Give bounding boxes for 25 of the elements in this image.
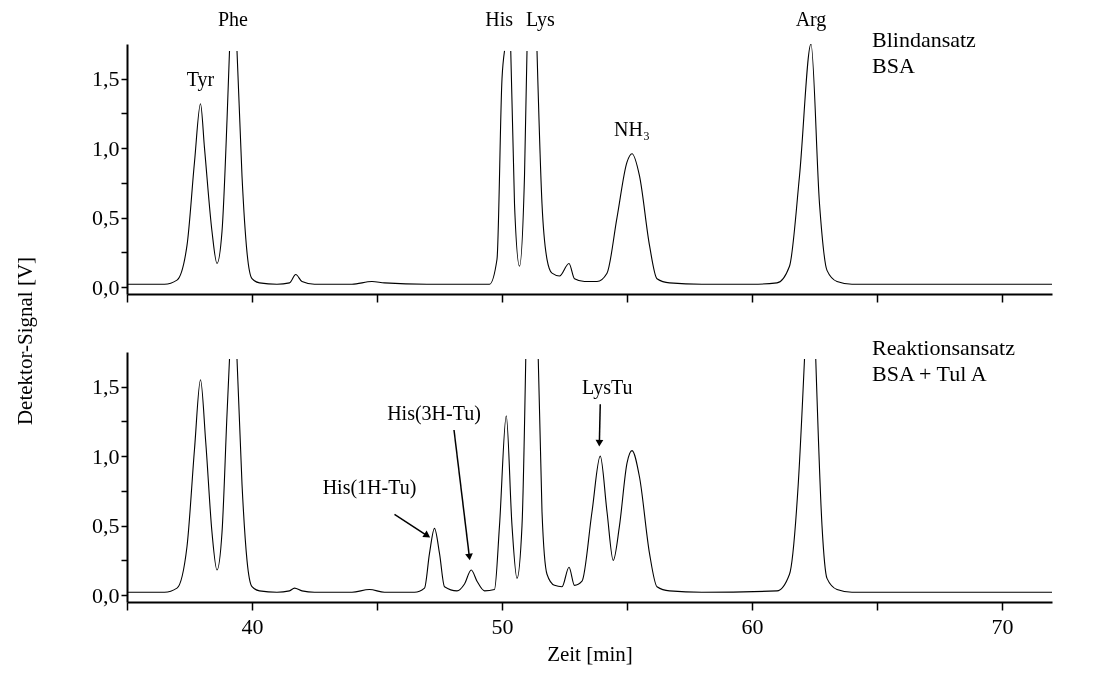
x-tick-label: 60 <box>741 613 764 639</box>
annotation: NH₃ <box>614 117 650 140</box>
annotation: Blindansatz BSA <box>872 27 977 78</box>
y-tick-label: 1,0 <box>92 443 120 469</box>
x-tick-label: 50 <box>491 613 514 639</box>
y-tick-label: 1,5 <box>92 374 120 400</box>
y-tick-label: 1,0 <box>92 135 120 161</box>
y-tick-label: 0,5 <box>92 513 120 539</box>
text: Lys <box>526 8 556 31</box>
annotation: LysTu <box>582 376 633 400</box>
y-tick-label: 0,5 <box>92 205 120 231</box>
y-tick-label: 0,0 <box>92 582 120 608</box>
y-tick-label: 1,5 <box>92 66 120 92</box>
text: His <box>485 8 514 30</box>
x-tick-label: 40 <box>241 613 264 639</box>
text: Phe <box>218 8 249 30</box>
x-tick-label: 70 <box>991 613 1014 639</box>
annotation: His(3H-Tu) <box>387 402 481 425</box>
annotation: His(1H-Tu) <box>322 476 417 500</box>
annotation: Reaktionsansatz BSA + Tul A <box>872 335 1016 386</box>
y-axis-title: Detektor-Signal [V] <box>13 256 37 426</box>
y-tick-label: 0,0 <box>92 274 120 300</box>
x-axis-title: Zeit [min] <box>547 641 633 666</box>
annotation: Arg <box>795 8 827 31</box>
annotation: Tyr <box>186 67 215 91</box>
